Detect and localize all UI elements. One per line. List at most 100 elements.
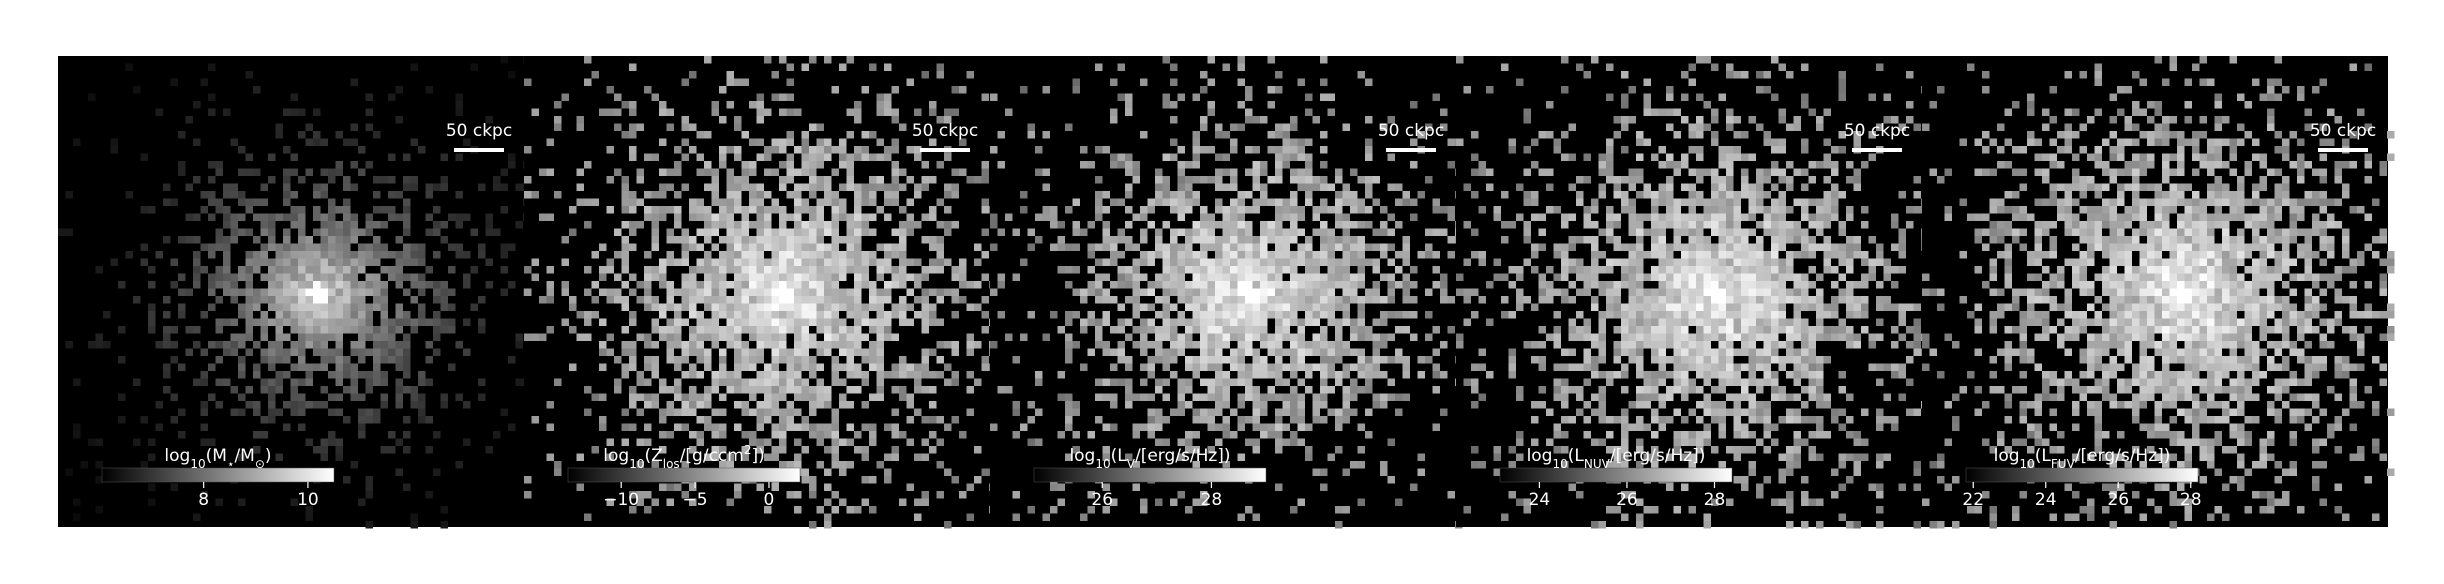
map-pixel (794, 491, 802, 499)
map-pixel (1372, 341, 1380, 349)
map-pixel (425, 491, 433, 499)
map-pixel (485, 258, 493, 266)
map-pixel (1621, 311, 1629, 319)
map-pixel (178, 161, 186, 169)
map-pixel (786, 318, 794, 326)
map-pixel (539, 333, 547, 341)
map-pixel (681, 423, 689, 431)
map-pixel (914, 273, 922, 281)
map-pixel (1763, 191, 1771, 199)
map-pixel (651, 356, 659, 364)
map-pixel (997, 131, 1005, 139)
map-pixel (824, 258, 832, 266)
map-pixel (320, 236, 328, 244)
map-pixel (1335, 446, 1343, 454)
map-pixel (1673, 333, 1681, 341)
map-pixel (1793, 123, 1801, 131)
map-pixel (448, 303, 456, 311)
map-pixel (824, 393, 832, 401)
map-pixel (418, 288, 426, 296)
map-pixel (1726, 266, 1734, 274)
map-pixel (1651, 198, 1659, 206)
map-pixel (1861, 326, 1869, 334)
map-pixel (1275, 206, 1283, 214)
map-pixel (1598, 183, 1606, 191)
map-pixel (1395, 356, 1403, 364)
map-pixel (1215, 423, 1223, 431)
map-pixel (771, 378, 779, 386)
map-pixel (779, 273, 787, 281)
map-pixel (1793, 198, 1801, 206)
map-pixel (290, 108, 298, 116)
map-pixel (1733, 273, 1741, 281)
map-pixel (1125, 453, 1133, 461)
map-pixel (418, 281, 426, 289)
map-pixel (1125, 168, 1133, 176)
map-pixel (1162, 56, 1170, 64)
map-pixel (1771, 168, 1779, 176)
map-pixel (801, 318, 809, 326)
map-pixel (591, 311, 599, 319)
map-pixel (1432, 228, 1440, 236)
map-pixel (1200, 288, 1208, 296)
map-pixel (1711, 243, 1719, 251)
map-pixel (350, 311, 358, 319)
map-pixel (455, 191, 463, 199)
map-pixel (1237, 258, 1245, 266)
map-pixel (1838, 78, 1846, 86)
map-pixel (410, 243, 418, 251)
map-pixel (1658, 198, 1666, 206)
map-pixel (651, 303, 659, 311)
map-pixel (433, 228, 441, 236)
map-pixel (1110, 378, 1118, 386)
map-pixel (944, 288, 952, 296)
map-pixel (1087, 311, 1095, 319)
map-pixel (1621, 206, 1629, 214)
map-pixel (1808, 236, 1816, 244)
map-pixel (1230, 123, 1238, 131)
map-pixel (440, 221, 448, 229)
map-pixel (275, 251, 283, 259)
colorbar-label: log10(LV/[erg/s/Hz]) (1069, 446, 1230, 471)
map-pixel (1305, 251, 1313, 259)
map-pixel (899, 363, 907, 371)
map-pixel (1846, 281, 1854, 289)
map-pixel (741, 378, 749, 386)
map-pixel (1072, 431, 1080, 439)
map-pixel (1297, 341, 1305, 349)
map-pixel (1102, 146, 1110, 154)
map-pixel (95, 438, 103, 446)
map-pixel (1260, 266, 1268, 274)
map-pixel (1140, 213, 1148, 221)
map-pixel (1688, 348, 1696, 356)
map-pixel (1260, 168, 1268, 176)
map-pixel (290, 213, 298, 221)
map-pixel (1335, 378, 1343, 386)
map-pixel (1718, 146, 1726, 154)
map-pixel (1696, 296, 1704, 304)
map-pixel (1786, 123, 1794, 131)
map-pixel (1117, 63, 1125, 71)
map-pixel (1297, 378, 1305, 386)
map-pixel (771, 318, 779, 326)
map-pixel (493, 431, 501, 439)
map-pixel (1282, 236, 1290, 244)
map-pixel (1538, 243, 1546, 251)
map-pixel (1726, 168, 1734, 176)
map-pixel (268, 296, 276, 304)
map-pixel (681, 228, 689, 236)
map-pixel (290, 378, 298, 386)
map-pixel (1297, 138, 1305, 146)
map-pixel (1853, 333, 1861, 341)
map-pixel (801, 378, 809, 386)
map-pixel (801, 168, 809, 176)
map-pixel (1357, 258, 1365, 266)
map-pixel (659, 386, 667, 394)
map-pixel (1666, 371, 1674, 379)
map-pixel (1290, 311, 1298, 319)
map-pixel (365, 213, 373, 221)
map-pixel (1538, 356, 1546, 364)
map-pixel (741, 281, 749, 289)
map-pixel (711, 221, 719, 229)
map-pixel (741, 453, 749, 461)
